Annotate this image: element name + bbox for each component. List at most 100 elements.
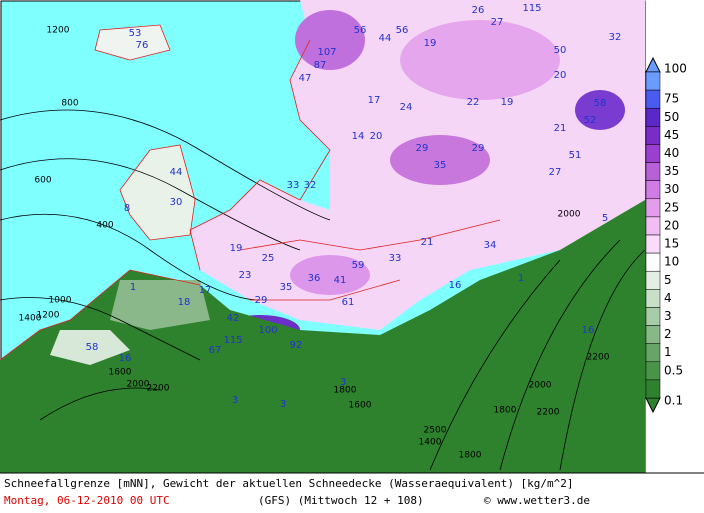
- legend-label: 4: [664, 291, 672, 305]
- legend-label: 5: [664, 273, 672, 287]
- snow-depth-label: 35: [280, 282, 293, 293]
- legend-swatch: [645, 234, 661, 254]
- snow-depth-label: 56: [354, 25, 367, 36]
- snow-depth-label: 29: [255, 295, 268, 306]
- snow-depth-label: 14: [352, 131, 365, 142]
- legend-label: 35: [664, 164, 679, 178]
- contour-label: 1800: [494, 406, 517, 416]
- snow-depth-label: 30: [170, 197, 183, 208]
- legend-label: 30: [664, 182, 679, 196]
- snow-blob: [575, 90, 625, 130]
- contour-label: 1200: [37, 311, 60, 321]
- legend-swatch: [645, 144, 661, 163]
- contour-label: 2200: [537, 408, 560, 418]
- snow-depth-label: 18: [178, 297, 191, 308]
- snow-depth-label: 27: [491, 17, 504, 28]
- legend-swatch: [645, 361, 661, 381]
- legend-label: 25: [664, 200, 679, 214]
- legend-label: 0.1: [664, 394, 683, 408]
- snow-depth-label: 100: [258, 325, 277, 336]
- snow-depth-label: 17: [368, 95, 381, 106]
- legend-swatch: [645, 89, 661, 109]
- legend-swatch: [645, 325, 661, 344]
- snow-blob: [400, 20, 560, 100]
- legend-swatch: [645, 180, 661, 200]
- map: 5376120080060040044308107874756445626271…: [0, 0, 646, 474]
- contour-label: 1000: [49, 296, 72, 306]
- snow-depth-label: 29: [472, 143, 485, 154]
- snow-depth-label: 61: [342, 297, 355, 308]
- legend-label: 20: [664, 218, 679, 232]
- snow-depth-label: 42: [227, 313, 240, 324]
- snow-depth-label: 87: [314, 60, 327, 71]
- contour-label: 600: [34, 176, 51, 186]
- snow-blob: [295, 10, 365, 70]
- snow-depth-label: 19: [424, 38, 437, 49]
- snow-depth-label: 16: [449, 280, 462, 291]
- legend-label: 40: [664, 146, 679, 160]
- legend-swatch: [645, 343, 661, 363]
- snow-depth-label: 26: [472, 5, 485, 16]
- snow-depth-label: 32: [304, 180, 317, 191]
- map-labels: 5376120080060040044308107874756445626271…: [19, 3, 622, 461]
- snow-depth-label: 107: [317, 47, 336, 58]
- snow-depth-label: 20: [554, 70, 567, 81]
- snow-depth-label: 5: [602, 213, 608, 224]
- contour-label: 2200: [587, 353, 610, 363]
- snow-depth-label: 3: [232, 395, 238, 406]
- legend-swatch: [645, 198, 661, 218]
- snow-depth-label: 51: [569, 150, 582, 161]
- legend-arrow-top: [645, 56, 661, 73]
- snow-depth-label: 33: [389, 253, 402, 264]
- land-light-green: [110, 280, 210, 330]
- footer-credit: © www.wetter3.de: [484, 494, 590, 507]
- snow-depth-label: 50: [554, 45, 567, 56]
- legend-label: 75: [664, 92, 679, 106]
- snow-depth-label: 25: [262, 253, 275, 264]
- land-light-green: [50, 330, 130, 365]
- legend-swatch: [645, 307, 661, 326]
- snow-depth-label: 36: [308, 273, 321, 284]
- snow-blob: [290, 255, 370, 295]
- snow-depth-label: 52: [584, 115, 597, 126]
- legend-swatch: [645, 107, 661, 127]
- snow-depth-label: 1: [130, 282, 136, 293]
- legend-swatch: [645, 216, 661, 236]
- contour-label: 1200: [47, 26, 70, 36]
- snow-depth-label: 3: [340, 377, 346, 388]
- snow-depth-label: 20: [370, 131, 383, 142]
- snow-blob: [390, 135, 490, 185]
- snow-depth-label: 34: [484, 240, 497, 251]
- legend-label: 45: [664, 128, 679, 142]
- contour-label: 1600: [349, 401, 372, 411]
- legend-label: 3: [664, 309, 672, 323]
- legend-swatch: [645, 379, 661, 399]
- legend-swatch: [645, 126, 661, 145]
- snow-depth-label: 8: [124, 203, 130, 214]
- legend-arrow-bottom: [645, 397, 661, 414]
- legend: 100 75 50 45 40 35 30 25 20 15 10 5 4 3 2 1 0.5 0.1: [645, 56, 687, 414]
- contour-label: 1800: [459, 451, 482, 461]
- land-uk: [120, 145, 195, 240]
- snow-depth-label: 21: [421, 237, 434, 248]
- snow-depth-label: 76: [136, 40, 149, 51]
- land-green: [0, 200, 645, 473]
- legend-swatch: [645, 162, 661, 181]
- contour-label: 400: [96, 221, 113, 231]
- snow-depth-label: 44: [170, 167, 183, 178]
- snow-depth-label: 17: [199, 285, 212, 296]
- legend-label: 0.5: [664, 363, 683, 377]
- snow-depth-label: 22: [467, 97, 480, 108]
- snow-depth-label: 115: [522, 3, 541, 14]
- snow-depth-label: 27: [549, 167, 562, 178]
- footer-title: Schneefallgrenze [mNN], Gewicht der aktu…: [4, 477, 574, 490]
- contour-label: 2200: [147, 384, 170, 394]
- snow-depth-label: 32: [609, 32, 622, 43]
- contour-label: 2000: [558, 210, 581, 220]
- footer-model: (GFS) (Mittwoch 12 + 108): [258, 494, 424, 507]
- snow-depth-label: 58: [86, 342, 99, 353]
- snow-depth-label: 92: [290, 340, 303, 351]
- contour-label: 800: [61, 99, 78, 109]
- footer-date: Montag, 06-12-2010 00 UTC: [4, 494, 170, 507]
- snow-depth-label: 21: [554, 123, 567, 134]
